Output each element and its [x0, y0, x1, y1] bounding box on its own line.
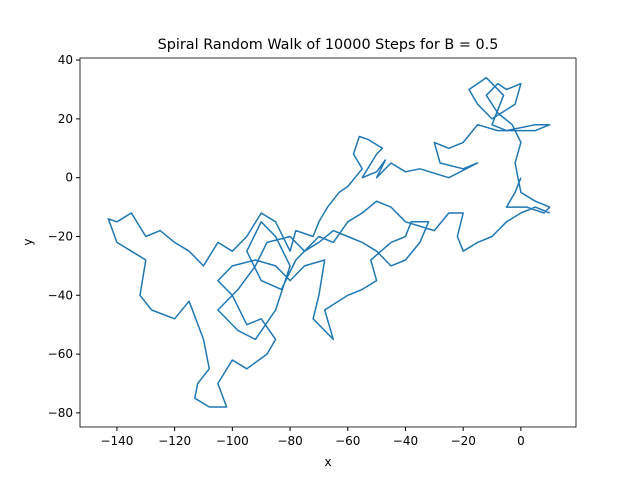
y-tick-label: 40: [58, 53, 73, 67]
x-axis-label: x: [324, 455, 331, 469]
x-tick-label: 0: [517, 434, 525, 448]
plot-frame: [79, 57, 577, 428]
x-tick-label: −100: [216, 434, 249, 448]
y-tick-label: −20: [48, 229, 73, 243]
y-axis-label: y: [21, 238, 35, 245]
y-tick-label: −40: [48, 288, 73, 302]
y-tick-label: 0: [65, 171, 73, 185]
x-tick-label: −140: [100, 434, 133, 448]
x-tick-label: −120: [158, 434, 191, 448]
chart-title: Spiral Random Walk of 10000 Steps for B …: [158, 37, 499, 53]
y-tick-label: −60: [48, 347, 73, 361]
x-tick-label: −80: [277, 434, 302, 448]
y-tick-label: 20: [58, 112, 73, 126]
y-tick-label: −80: [48, 406, 73, 420]
x-tick-label: −60: [335, 434, 360, 448]
x-tick-label: −20: [451, 434, 476, 448]
x-tick-label: −40: [393, 434, 418, 448]
walk-line: [107, 76, 551, 408]
